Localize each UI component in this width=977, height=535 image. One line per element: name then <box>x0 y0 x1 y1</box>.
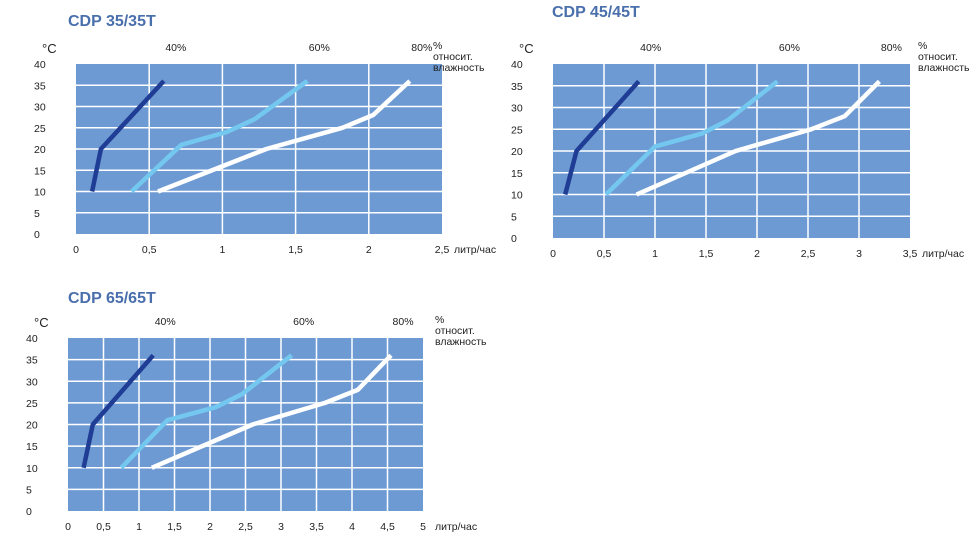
y-tick-label: 15 <box>34 165 46 177</box>
x-tick-label: 4,5 <box>380 521 395 533</box>
series-label: 60% <box>779 42 800 54</box>
x-tick-label: 2,5 <box>435 244 450 256</box>
humidity-unit-label: % <box>433 40 442 52</box>
y-axis-label: °C <box>42 41 57 56</box>
series-line-40 <box>563 79 641 196</box>
x-tick-label: 4 <box>349 521 355 533</box>
series-line-80 <box>157 79 412 194</box>
chart-svg: CDP 65/65T 0 5 10 15 20 25 30 35 40 0 0,5 1 1,5 2 2,5 3 3… <box>26 290 487 533</box>
series-line-40 <box>89 79 166 192</box>
chart-cdp-45: CDP 45/45T 0 5 10 15 20 25 30 35 40 0 0,5 1 1,5 2 2,5 3 3… <box>511 0 977 268</box>
y-tick-label: 35 <box>34 80 46 92</box>
x-tick-label: 3 <box>278 521 284 533</box>
series-label: 60% <box>309 42 330 54</box>
x-tick-label: 2,5 <box>238 521 253 533</box>
x-tick-label: 3,5 <box>309 521 324 533</box>
x-tick-label: 0,5 <box>597 248 612 260</box>
y-tick-label: 25 <box>511 124 523 136</box>
x-tick-label: 3 <box>856 248 862 260</box>
x-tick-label: 0 <box>73 244 79 256</box>
y-tick-label: 25 <box>34 123 46 135</box>
y-tick-label: 30 <box>511 103 523 115</box>
y-tick-label: 5 <box>34 208 40 220</box>
humidity-unit-label: влажность <box>433 62 485 74</box>
x-axis-label: литр/час <box>454 244 496 256</box>
x-tick-label: 0,5 <box>142 244 157 256</box>
humidity-unit-label: относит. <box>435 325 475 337</box>
series-label: 80% <box>411 42 432 54</box>
y-tick-label: 10 <box>34 187 46 199</box>
humidity-unit-label: % <box>435 314 444 326</box>
chart-cdp-65: CDP 65/65T 0 5 10 15 20 25 30 35 40 0 0,5 1 1,5 2 2,5 3 3… <box>0 280 500 535</box>
x-tick-label: 1,5 <box>167 521 182 533</box>
x-tick-label: 0,5 <box>96 521 111 533</box>
series-line-60 <box>130 79 309 194</box>
series-label: 80% <box>393 316 414 328</box>
humidity-unit-label: относит. <box>918 51 958 63</box>
chart-cdp-35: CDP 35/35T 0 5 10 15 20 25 30 35 40 0 0,5 1 1,5 2 2,5 °C… <box>0 0 500 268</box>
x-tick-label: 2,5 <box>801 248 816 260</box>
chart-title: CDP 35/35T <box>68 13 156 30</box>
series-label: 80% <box>881 42 902 54</box>
series-label: 40% <box>165 42 186 54</box>
chart-title: CDP 65/65T <box>68 290 156 307</box>
y-tick-label: 30 <box>26 376 38 388</box>
chart-svg: CDP 35/35T 0 5 10 15 20 25 30 35 40 0 0,5 1 1,5 2 2,5 °C… <box>34 13 496 256</box>
chart-svg: CDP 45/45T 0 5 10 15 20 25 30 35 40 0 0,5 1 1,5 2 2,5 3 3… <box>511 4 970 260</box>
series-line-40 <box>81 353 155 469</box>
y-tick-label: 15 <box>511 168 523 180</box>
y-tick-label: 40 <box>511 59 523 71</box>
x-tick-label: 5 <box>420 521 426 533</box>
y-tick-label: 0 <box>26 506 32 518</box>
x-tick-label: 3,5 <box>903 248 918 260</box>
y-tick-label: 10 <box>511 190 523 202</box>
x-tick-label: 1,5 <box>288 244 303 256</box>
y-tick-label: 30 <box>34 102 46 114</box>
y-tick-label: 25 <box>26 398 38 410</box>
chart-title: CDP 45/45T <box>552 4 640 21</box>
y-tick-label: 15 <box>26 441 38 453</box>
x-axis-label: литр/час <box>922 248 964 260</box>
y-tick-label: 20 <box>26 420 38 432</box>
x-tick-label: 0 <box>550 248 556 260</box>
series-label: 40% <box>155 316 176 328</box>
x-tick-label: 1 <box>652 248 658 260</box>
x-tick-label: 1,5 <box>699 248 714 260</box>
x-tick-label: 1 <box>219 244 225 256</box>
humidity-unit-label: влажность <box>918 62 970 74</box>
y-tick-label: 35 <box>26 355 38 367</box>
series-label: 60% <box>293 316 314 328</box>
humidity-unit-label: % <box>918 40 927 52</box>
y-tick-label: 20 <box>34 144 46 156</box>
y-tick-label: 5 <box>511 211 517 223</box>
y-axis-label: °C <box>34 315 49 330</box>
humidity-unit-label: относит. <box>433 51 473 63</box>
y-tick-label: 0 <box>34 229 40 241</box>
x-tick-label: 0 <box>65 521 71 533</box>
series-line-60 <box>604 79 779 197</box>
series-line-80 <box>635 79 881 197</box>
y-tick-label: 5 <box>26 484 32 496</box>
x-axis-label: литр/час <box>435 521 477 533</box>
series-label: 40% <box>640 42 661 54</box>
y-tick-label: 40 <box>34 59 46 71</box>
x-tick-label: 2 <box>754 248 760 260</box>
y-tick-label: 40 <box>26 333 38 345</box>
series-line-80 <box>150 353 393 470</box>
y-tick-label: 20 <box>511 146 523 158</box>
x-tick-label: 2 <box>366 244 372 256</box>
humidity-unit-label: влажность <box>435 336 487 348</box>
y-tick-label: 10 <box>26 463 38 475</box>
x-tick-label: 2 <box>207 521 213 533</box>
y-tick-label: 0 <box>511 233 517 245</box>
y-tick-label: 35 <box>511 81 523 93</box>
series-line-60 <box>119 353 293 470</box>
y-axis-label: °C <box>519 41 534 56</box>
x-tick-label: 1 <box>136 521 142 533</box>
